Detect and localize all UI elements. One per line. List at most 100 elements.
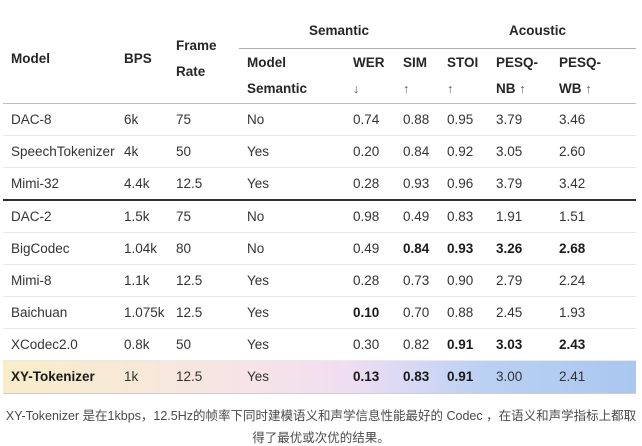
cell-sim: 0.88 <box>403 111 430 127</box>
column-header-wer: WER ↓ <box>345 48 395 104</box>
codec-benchmark-table: Model BPS Frame Rate Semantic Acoustic M… <box>3 15 637 394</box>
cell-pesq-nb: 2.45 <box>496 304 523 320</box>
group-header-row: Model BPS Frame Rate Semantic Acoustic <box>3 15 637 104</box>
cell-frame-rate: 12.5 <box>176 272 203 288</box>
cell-bps: 1.5k <box>124 208 150 224</box>
cell-frame-rate: 80 <box>176 240 192 256</box>
cell-bps: 4.4k <box>124 175 150 191</box>
cell-sim: 0.73 <box>403 272 430 288</box>
group-header-label: Acoustic <box>509 23 567 39</box>
cell-sim: 0.82 <box>403 336 430 352</box>
cell-model-semantic: No <box>247 111 265 127</box>
cell-pesq-wb: 2.43 <box>559 336 586 352</box>
cell-pesq-wb: 3.42 <box>559 175 586 191</box>
column-header-model-semantic: Model Semantic <box>239 48 345 104</box>
column-header-label: STOI <box>447 54 479 70</box>
cell-model: DAC-2 <box>11 208 52 224</box>
cell-wer: 0.28 <box>353 272 380 288</box>
column-header-label-line2: ↓ <box>353 76 395 102</box>
column-header-sim: SIM ↑ <box>395 48 440 104</box>
cell-pesq-wb: 2.24 <box>559 272 586 288</box>
cell-stoi: 0.92 <box>447 143 474 159</box>
cell-sim: 0.84 <box>403 240 430 256</box>
cell-bps: 1k <box>124 369 139 384</box>
cell-wer: 0.10 <box>353 304 380 320</box>
cell-pesq-nb: 2.79 <box>496 272 523 288</box>
column-header-label: Model <box>247 54 286 70</box>
cell-frame-rate: 12.5 <box>176 175 203 191</box>
column-header-label: BPS <box>124 50 152 66</box>
cell-frame-rate: 50 <box>176 336 192 352</box>
codec-benchmark-page: Model BPS Frame Rate Semantic Acoustic M… <box>0 15 642 446</box>
column-header-label: PESQ- <box>559 54 602 70</box>
column-header-label-line2: ↑ <box>447 76 488 102</box>
cell-model-semantic: Yes <box>247 143 270 159</box>
cell-bps: 1.075k <box>124 304 165 320</box>
cell-sim: 0.70 <box>403 304 430 320</box>
cell-pesq-nb: 3.05 <box>496 143 523 159</box>
column-header-label-line2: ↑ <box>403 76 439 102</box>
cell-frame-rate: 50 <box>176 143 192 159</box>
column-header-frame-rate: Frame Rate <box>168 15 239 104</box>
cell-model-semantic: No <box>247 208 265 224</box>
cell-wer: 0.20 <box>353 143 380 159</box>
column-header-pesq-nb: PESQ- NB ↑ <box>488 48 552 104</box>
column-header-pesq-wb: PESQ- WB ↑ <box>551 48 637 104</box>
sort-direction-arrow: ↑ <box>585 81 592 96</box>
cell-wer: 0.30 <box>353 336 380 352</box>
cell-model: XY-Tokenizer <box>11 369 95 384</box>
cell-pesq-nb: 3.00 <box>496 369 523 384</box>
sort-direction-arrow: ↑ <box>519 81 526 96</box>
cell-pesq-wb: 1.51 <box>559 208 586 224</box>
cell-model: Baichuan <box>11 304 68 320</box>
cell-stoi: 0.96 <box>447 175 474 191</box>
cell-frame-rate: 12.5 <box>176 369 203 384</box>
cell-wer: 0.74 <box>353 111 380 127</box>
column-header-label-line2: Semantic <box>247 80 308 96</box>
cell-sim: 0.83 <box>403 369 430 384</box>
cell-bps: 1.1k <box>124 272 150 288</box>
table-row: SpeechTokenizer 4k 50 Yes 0.20 0.84 0.92 3.05 2.… <box>3 135 637 167</box>
table-row: XCodec2.0 0.8k 50 Yes 0.30 0.82 0.91 3.03 2.43 <box>3 328 637 360</box>
cell-bps: 4k <box>124 143 139 159</box>
group-header-semantic: Semantic <box>239 15 440 49</box>
cell-sim: 0.93 <box>403 175 430 191</box>
cell-stoi: 0.90 <box>447 272 474 288</box>
sort-direction-arrow: ↓ <box>353 81 360 96</box>
cell-pesq-nb: 3.03 <box>496 336 523 352</box>
table-row: XY-Tokenizer 1k 12.5 Yes 0.13 0.83 0.91 3.00 2.4… <box>3 360 637 393</box>
cell-pesq-nb: 1.91 <box>496 208 523 224</box>
cell-model: Mimi-32 <box>11 175 60 191</box>
cell-wer: 0.49 <box>353 240 380 256</box>
column-header-label: SIM <box>403 54 428 70</box>
cell-frame-rate: 75 <box>176 111 192 127</box>
column-header-bps: BPS <box>116 15 168 104</box>
cell-model: XCodec2.0 <box>11 336 78 352</box>
cell-model-semantic: No <box>247 240 265 256</box>
column-header-label: Frame <box>176 37 217 53</box>
column-header-label: Model <box>11 50 50 66</box>
cell-pesq-wb: 3.46 <box>559 111 586 127</box>
cell-stoi: 0.91 <box>447 369 474 384</box>
cell-frame-rate: 12.5 <box>176 304 203 320</box>
cell-model-semantic: Yes <box>247 272 270 288</box>
cell-stoi: 0.83 <box>447 208 474 224</box>
sort-direction-arrow: ↑ <box>403 81 410 96</box>
cell-bps: 0.8k <box>124 336 150 352</box>
table-row: Baichuan 1.075k 12.5 Yes 0.10 0.70 0.88 2.45 1.9… <box>3 296 637 328</box>
column-header-label-line2: NB ↑ <box>496 80 526 96</box>
cell-pesq-wb: 2.60 <box>559 143 586 159</box>
cell-model-semantic: Yes <box>247 336 270 352</box>
cell-model: Mimi-8 <box>11 272 52 288</box>
column-header-stoi: STOI ↑ <box>439 48 489 104</box>
group-header-label: Semantic <box>309 23 370 39</box>
cell-model-semantic: Yes <box>247 369 270 384</box>
column-header-label: WER <box>353 54 385 70</box>
table-row: BigCodec 1.04k 80 No 0.49 0.84 0.93 3.26 2.68 <box>3 232 637 264</box>
table-row: Mimi-32 4.4k 12.5 Yes 0.28 0.93 0.96 3.79 3.42 <box>3 167 637 200</box>
cell-model: BigCodec <box>11 240 70 256</box>
group-header-acoustic: Acoustic <box>439 15 637 49</box>
cell-stoi: 0.93 <box>447 240 474 256</box>
table-row: Mimi-8 1.1k 12.5 Yes 0.28 0.73 0.90 2.79 2.24 <box>3 264 637 296</box>
cell-pesq-nb: 3.79 <box>496 111 523 127</box>
